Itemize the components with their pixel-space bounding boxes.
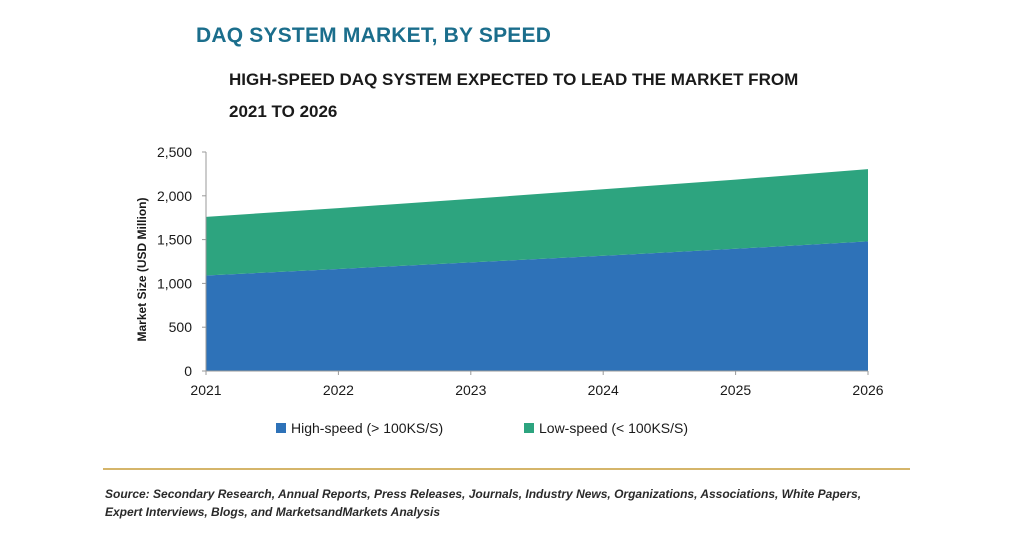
legend-swatch-high-speed — [276, 423, 286, 433]
source-line-2: Expert Interviews, Blogs, and Marketsand… — [105, 505, 441, 519]
footer-divider — [103, 468, 910, 470]
legend-swatch-low-speed — [524, 423, 534, 433]
area-series-low-speed — [206, 169, 868, 276]
y-tick-label: 2,000 — [157, 188, 192, 204]
source-line-1: Source: Secondary Research, Annual Repor… — [105, 487, 862, 501]
y-axis-title: Market Size (USD Million) — [135, 197, 149, 341]
y-tick-label: 1,500 — [157, 232, 192, 248]
x-tick-label: 2023 — [455, 382, 486, 398]
area-series-high-speed — [206, 241, 868, 371]
subtitle-line-2: 2021 TO 2026 — [229, 102, 338, 121]
x-tick-label: 2025 — [720, 382, 751, 398]
legend-item-high-speed: High-speed (> 100KS/S) — [276, 420, 443, 436]
chart-title: DAQ SYSTEM MARKET, BY SPEED — [196, 24, 552, 47]
y-tick-label: 0 — [184, 363, 192, 379]
chart-subtitle: HIGH-SPEED DAQ SYSTEM EXPECTED TO LEAD T… — [229, 64, 829, 128]
x-tick-label: 2022 — [323, 382, 354, 398]
source-note: Source: Secondary Research, Annual Repor… — [105, 485, 925, 521]
x-tick-label: 2026 — [852, 382, 883, 398]
area-chart: 0 500 1,000 1,500 2,000 2,500 2021 2022 2023 2024… — [135, 144, 884, 398]
y-tick-label: 1,000 — [157, 275, 192, 291]
y-tick-label: 2,500 — [157, 144, 192, 160]
x-tick-label: 2021 — [190, 382, 221, 398]
y-tick-label: 500 — [169, 319, 193, 335]
x-tick-label: 2024 — [588, 382, 619, 398]
subtitle-line-1: HIGH-SPEED DAQ SYSTEM EXPECTED TO LEAD T… — [229, 70, 799, 89]
legend-label-high-speed: High-speed (> 100KS/S) — [291, 420, 444, 436]
legend-item-low-speed: Low-speed (< 100KS/S) — [524, 420, 688, 436]
legend-label-low-speed: Low-speed (< 100KS/S) — [539, 420, 689, 436]
